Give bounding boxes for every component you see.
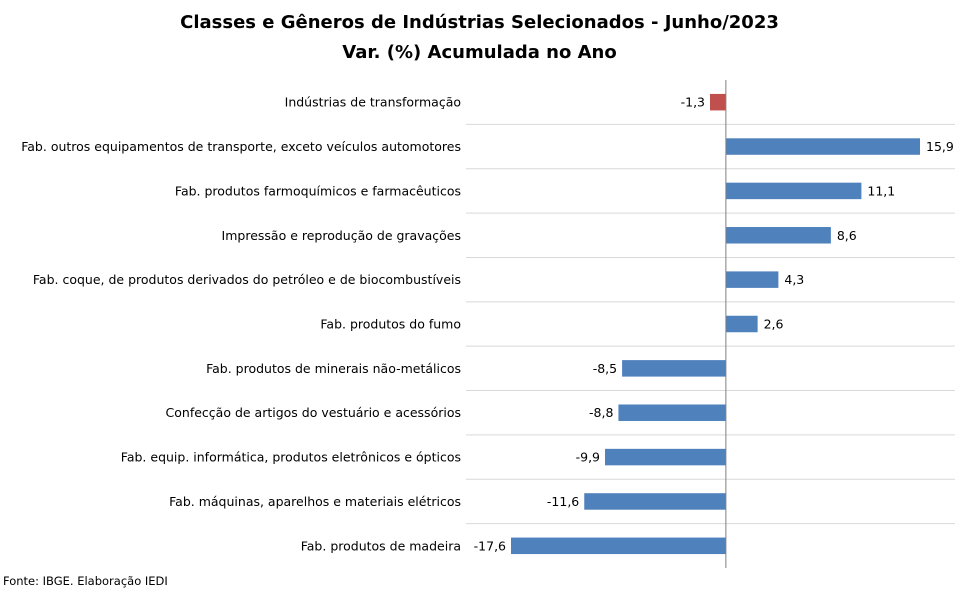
category-label: Confecção de artigos do vestuário e aces… [166, 405, 461, 420]
bar [622, 360, 726, 377]
data-label: -8,8 [589, 405, 613, 420]
category-label: Fab. coque, de produtos derivados do pet… [33, 272, 461, 287]
bar [725, 227, 831, 244]
bar [584, 493, 726, 510]
bar [725, 315, 758, 333]
data-label: -17,6 [474, 538, 506, 553]
bar [725, 182, 862, 200]
bar [725, 271, 779, 288]
category-label: Fab. equip. informática, produtos eletrô… [121, 450, 461, 465]
category-label: Fab. produtos farmoquímicos e farmacêuti… [175, 183, 461, 198]
bar [511, 537, 726, 555]
data-label: 11,1 [867, 183, 895, 198]
category-label: Fab. produtos do fumo [320, 317, 461, 332]
category-label: Fab. produtos de minerais não-metálicos [206, 361, 461, 376]
data-label: -1,3 [681, 95, 705, 110]
category-label: Fab. produtos de madeira [301, 538, 461, 553]
chart-title: Classes e Gêneros de Indústrias Selecion… [180, 12, 779, 33]
category-label: Impressão e reprodução de gravações [222, 228, 461, 243]
data-label: 15,9 [926, 139, 954, 154]
category-label: Fab. outros equipamentos de transporte, … [21, 139, 461, 154]
data-label: -8,5 [593, 361, 617, 376]
bar [618, 404, 726, 421]
bar [710, 93, 726, 111]
chart-subtitle: Var. (%) Acumulada no Ano [342, 42, 617, 63]
category-label: Indústrias de transformação [285, 95, 461, 110]
data-label: -11,6 [547, 494, 579, 509]
bar [605, 448, 726, 466]
data-label: -9,9 [576, 450, 600, 465]
category-label: Fab. máquinas, aparelhos e materiais elé… [169, 494, 461, 509]
source-note: Fonte: IBGE. Elaboração IEDI [3, 574, 168, 588]
bar [725, 138, 920, 155]
data-label: 4,3 [784, 272, 804, 287]
data-label: 8,6 [837, 228, 857, 243]
data-label: 2,6 [764, 317, 784, 332]
